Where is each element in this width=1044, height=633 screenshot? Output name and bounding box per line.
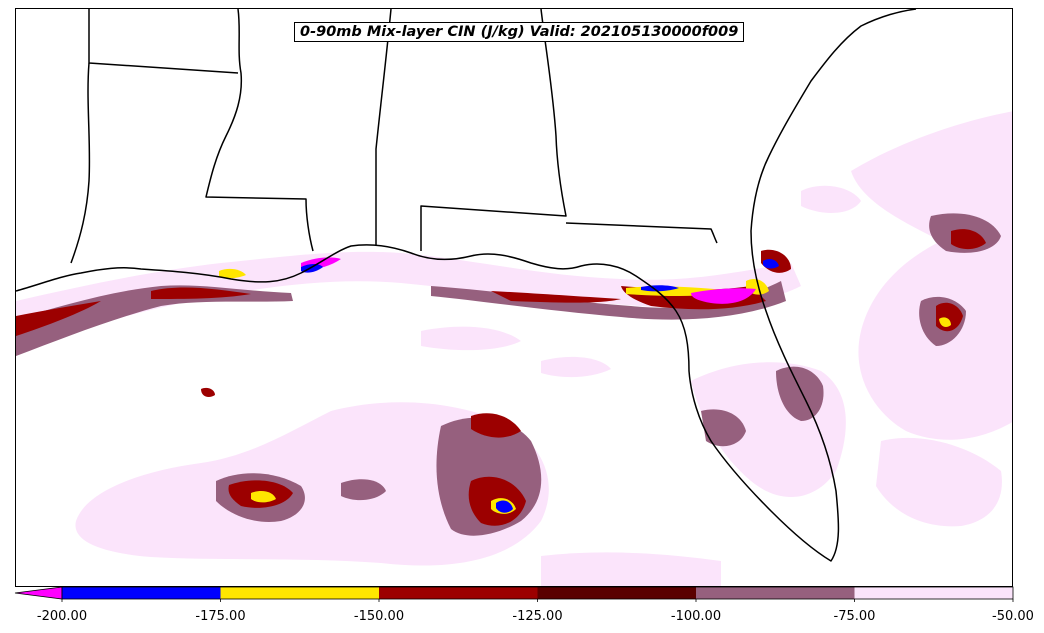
colorbar-tick-label: -125.00 bbox=[512, 609, 563, 624]
colorbar-bin bbox=[220, 587, 379, 599]
colorbar-bin bbox=[854, 587, 1013, 599]
colorbar-tick-label: -150.00 bbox=[353, 609, 405, 624]
cin-contours-light bbox=[16, 111, 1012, 586]
colorbar-extend-arrow bbox=[14, 586, 63, 600]
colorbar-tick-label: -200.00 bbox=[36, 609, 88, 624]
map-title: 0-90mb Mix-layer CIN (J/kg) Valid: 20210… bbox=[294, 22, 745, 42]
colorbar-bin bbox=[696, 587, 855, 599]
map-area: 0-90mb Mix-layer CIN (J/kg) Valid: 20210… bbox=[15, 8, 1013, 587]
colorbar bbox=[14, 586, 1014, 602]
colorbar-tick-label: -50.00 bbox=[992, 609, 1034, 624]
coastline bbox=[16, 9, 917, 562]
colorbar-tick-label: -175.00 bbox=[195, 609, 246, 624]
state-borders bbox=[70, 9, 718, 264]
colorbar-bin bbox=[379, 587, 538, 599]
colorbar-tick-label: -100.00 bbox=[670, 609, 722, 624]
colorbar-bin bbox=[62, 587, 221, 599]
map-svg bbox=[16, 9, 1012, 586]
colorbar-bin bbox=[537, 587, 696, 599]
colorbar-tick-label: -75.00 bbox=[833, 609, 876, 624]
